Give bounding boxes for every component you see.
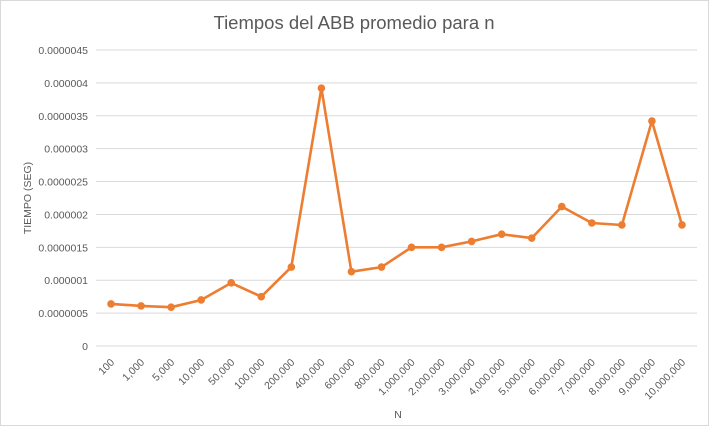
data-point bbox=[618, 221, 626, 229]
data-point bbox=[347, 267, 356, 276]
x-tick-label: 5,000 bbox=[150, 357, 177, 384]
data-point bbox=[467, 237, 476, 246]
y-tick-label: 0.000003 bbox=[44, 144, 88, 156]
data-point bbox=[257, 292, 266, 301]
gridlines bbox=[96, 49, 697, 347]
x-tick-label: 600,000 bbox=[322, 357, 357, 392]
data-point bbox=[227, 279, 236, 287]
data-point bbox=[557, 202, 566, 211]
chart-title: Tiempos del ABB promedio para n bbox=[213, 12, 494, 33]
data-point bbox=[287, 263, 296, 271]
data-point bbox=[107, 300, 115, 308]
x-axis-label: N bbox=[394, 409, 402, 421]
x-tick-label: 200,000 bbox=[262, 357, 297, 392]
data-point bbox=[437, 243, 446, 252]
data-point bbox=[377, 263, 386, 271]
y-axis-label: TIEMPO (SEG) bbox=[22, 162, 34, 234]
data-point bbox=[588, 219, 596, 227]
series bbox=[107, 84, 686, 311]
y-tick-label: 0.0000005 bbox=[38, 308, 88, 320]
y-tick-label: 0.0000035 bbox=[38, 111, 88, 123]
data-point bbox=[648, 117, 656, 125]
x-tick-label: 100,000 bbox=[232, 357, 267, 392]
x-tick-label: 1,000 bbox=[120, 357, 147, 384]
y-axis-ticks: 0 0.0000005 0.000001 0.0000015 0.000002 0.000… bbox=[38, 45, 88, 353]
series-line bbox=[109, 86, 684, 309]
y-tick-label: 0.0000045 bbox=[38, 45, 88, 57]
data-point bbox=[527, 234, 536, 242]
data-point bbox=[497, 230, 506, 238]
data-point bbox=[407, 243, 416, 252]
x-tick-label: 400,000 bbox=[292, 357, 327, 392]
y-tick-label: 0.000002 bbox=[44, 209, 88, 221]
x-axis-ticks: 100 1,000 5,00010,00050,000100,000200,0004… bbox=[96, 357, 688, 403]
y-tick-label: 0.000001 bbox=[44, 275, 88, 287]
data-point bbox=[317, 84, 326, 92]
y-tick-label: 0.000004 bbox=[44, 78, 88, 90]
y-tick-label: 0 bbox=[82, 341, 88, 353]
x-tick-label: 10,000 bbox=[176, 357, 207, 388]
data-point bbox=[197, 296, 205, 304]
y-tick-label: 0.0000025 bbox=[38, 177, 88, 189]
data-point bbox=[678, 221, 686, 229]
y-tick-label: 0.0000015 bbox=[38, 242, 88, 254]
data-point bbox=[137, 302, 145, 310]
x-tick-label: 100 bbox=[96, 357, 117, 378]
data-point bbox=[167, 303, 175, 311]
